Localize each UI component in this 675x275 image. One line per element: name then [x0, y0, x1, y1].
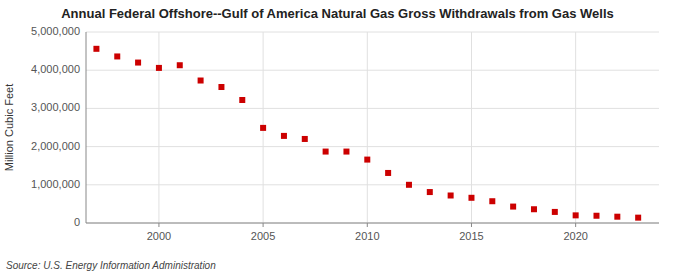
y-tick-label: 3,000,000 — [31, 101, 80, 113]
point — [135, 60, 141, 66]
source-note: Source: U.S. Energy Information Administ… — [6, 260, 216, 271]
point — [260, 125, 266, 131]
x-tick-mark — [367, 223, 368, 227]
x-tick-label: 2015 — [459, 230, 483, 242]
title: Annual Federal Offshore--Gulf of America… — [61, 6, 614, 21]
point — [156, 65, 162, 71]
x-grid-line — [471, 32, 472, 223]
y-grid-line — [86, 32, 659, 33]
point — [323, 149, 329, 155]
point — [531, 206, 537, 212]
point — [218, 84, 224, 90]
y-tick-label: 4,000,000 — [31, 63, 80, 75]
y-grid-line — [86, 223, 659, 224]
y-axis-line — [86, 32, 87, 223]
point — [510, 204, 516, 210]
y-grid-line — [86, 146, 659, 147]
x-tick-label: 2010 — [355, 230, 379, 242]
point — [114, 53, 120, 59]
point — [552, 209, 558, 215]
y-tick-label: 5,000,000 — [31, 25, 80, 37]
y-tick-label: 1,000,000 — [31, 178, 80, 190]
points — [93, 46, 641, 221]
x-grid-line — [158, 32, 159, 223]
x-tick-mark — [263, 223, 264, 227]
point — [177, 62, 183, 68]
x-grid-line — [575, 32, 576, 223]
point — [343, 149, 349, 155]
grid — [86, 32, 659, 223]
point — [385, 170, 391, 176]
point — [364, 157, 370, 163]
point — [93, 46, 99, 52]
y-grid-line — [86, 70, 659, 71]
point — [448, 192, 454, 198]
y-axis-label: Million Cubic Feet — [3, 84, 15, 171]
y-tick-label: 0 — [74, 216, 80, 228]
point — [573, 212, 579, 218]
x-tick-label: 2020 — [563, 230, 587, 242]
x-tick-label: 2000 — [147, 230, 171, 242]
point — [635, 215, 641, 221]
point — [239, 97, 245, 103]
point — [489, 198, 495, 204]
x-tick-mark — [575, 223, 576, 227]
y-grid-line — [86, 108, 659, 109]
x-tick-mark — [471, 223, 472, 227]
point — [406, 182, 412, 188]
point — [198, 78, 204, 84]
chart: 0 1,000,000 2,000,000 3,000,000 4,000,000 5,0… — [0, 0, 675, 275]
axes: 0 1,000,000 2,000,000 3,000,000 4,000,000 5,0… — [31, 25, 659, 242]
point — [614, 214, 620, 220]
point — [281, 133, 287, 139]
point — [427, 189, 433, 195]
point — [468, 195, 474, 201]
point — [593, 213, 599, 219]
point — [302, 136, 308, 142]
y-tick-label: 2,000,000 — [31, 140, 80, 152]
y-grid-line — [86, 184, 659, 185]
x-tick-mark — [158, 223, 159, 227]
x-axis-line — [86, 223, 659, 224]
x-tick-label: 2005 — [251, 230, 275, 242]
x-grid-line — [367, 32, 368, 223]
